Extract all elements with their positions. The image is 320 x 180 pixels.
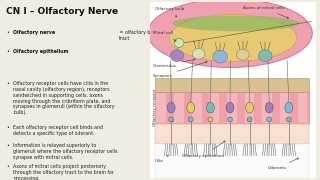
Text: Mitral cell: Mitral cell <box>153 31 176 41</box>
Ellipse shape <box>213 50 228 63</box>
Text: •: • <box>6 143 9 148</box>
Bar <box>155 124 309 144</box>
Ellipse shape <box>285 102 293 113</box>
Ellipse shape <box>169 15 297 62</box>
Ellipse shape <box>206 102 214 113</box>
Ellipse shape <box>174 39 184 47</box>
Bar <box>174 93 184 123</box>
Bar <box>156 93 166 123</box>
Bar <box>155 78 309 92</box>
Ellipse shape <box>188 117 193 122</box>
Bar <box>209 93 219 123</box>
Ellipse shape <box>228 117 232 122</box>
Bar <box>280 93 290 123</box>
Text: •: • <box>6 125 9 130</box>
Text: Olfactory bulb: Olfactory bulb <box>155 7 184 17</box>
Text: Cilia: Cilia <box>155 155 169 163</box>
Text: Glomerulus: Glomerulus <box>153 59 195 68</box>
Text: Olfactory receptor cells have cilia in the
nasal cavity (olfactory region), rece: Olfactory receptor cells have cilia in t… <box>13 81 115 115</box>
Ellipse shape <box>148 0 312 68</box>
Text: Olfactory epithelium: Olfactory epithelium <box>182 141 225 158</box>
Bar <box>192 93 202 123</box>
Ellipse shape <box>259 50 272 62</box>
Text: •: • <box>6 164 9 169</box>
Bar <box>245 93 254 123</box>
Ellipse shape <box>172 15 300 31</box>
Ellipse shape <box>236 49 249 60</box>
Text: Each olfactory receptor cell binds and
detects a specific type of odorant.: Each olfactory receptor cell binds and d… <box>13 125 103 136</box>
Text: Olfactory receptor: Olfactory receptor <box>153 89 156 127</box>
Text: Axons of mitral cells: Axons of mitral cells <box>243 6 289 18</box>
Bar <box>262 93 272 123</box>
Ellipse shape <box>226 102 234 113</box>
Bar <box>298 93 308 123</box>
Ellipse shape <box>167 102 175 113</box>
Text: Olfactory nerve: Olfactory nerve <box>13 30 56 35</box>
Text: CN I – Olfactory Nerve: CN I – Olfactory Nerve <box>6 7 118 16</box>
Ellipse shape <box>286 117 291 122</box>
Text: •: • <box>6 50 9 54</box>
Ellipse shape <box>267 117 272 122</box>
Text: Olfactory epithelium: Olfactory epithelium <box>13 50 69 54</box>
Ellipse shape <box>187 102 195 113</box>
Text: Odorants: Odorants <box>268 158 299 170</box>
Ellipse shape <box>169 117 174 122</box>
Ellipse shape <box>192 48 205 59</box>
Ellipse shape <box>170 50 184 62</box>
Text: = olfactory bulb + olfactory
tract: = olfactory bulb + olfactory tract <box>118 30 186 41</box>
Text: •: • <box>6 81 9 86</box>
Text: Axons of mitral cells project posteriorly
through the olfactory tract to the bra: Axons of mitral cells project posteriorl… <box>13 164 114 180</box>
Text: = olfactory receptor
cells + supporting cells + …: = olfactory receptor cells + supporting … <box>153 50 221 60</box>
Bar <box>155 144 309 178</box>
Text: Information is relayed superiorly to
glomeruli where the olfactory receptor cell: Information is relayed superiorly to glo… <box>13 143 118 159</box>
Ellipse shape <box>265 102 273 113</box>
Ellipse shape <box>247 117 252 122</box>
Text: •: • <box>6 30 9 35</box>
Ellipse shape <box>208 117 213 122</box>
Ellipse shape <box>246 102 253 113</box>
Text: Synapses: Synapses <box>153 61 207 78</box>
Bar <box>155 92 309 124</box>
Bar <box>227 93 237 123</box>
